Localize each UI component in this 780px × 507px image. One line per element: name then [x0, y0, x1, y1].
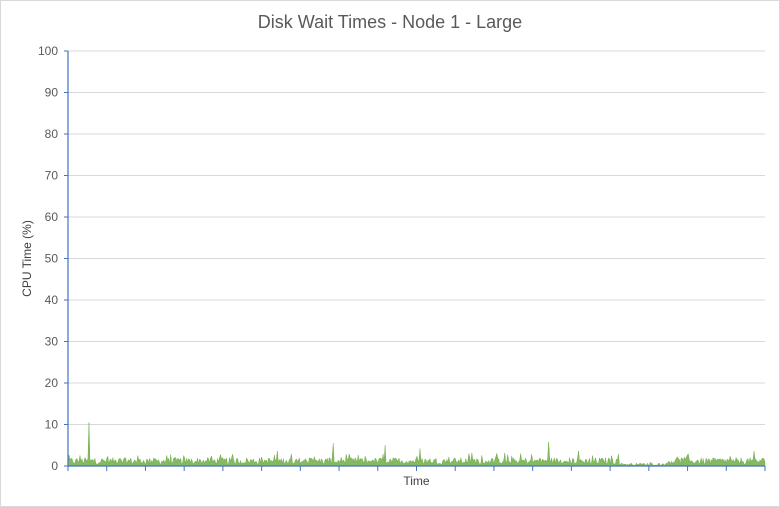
- y-tick-label: 90: [45, 86, 59, 100]
- y-tick-label: 100: [38, 44, 58, 58]
- y-tick-label: 20: [45, 376, 59, 390]
- y-tick-label: 10: [45, 418, 59, 432]
- y-tick-label: 70: [45, 169, 59, 183]
- y-tick-label: 60: [45, 210, 59, 224]
- y-tick-label: 50: [45, 252, 59, 266]
- y-tick-label: 80: [45, 127, 59, 141]
- y-tick-label: 30: [45, 335, 59, 349]
- chart-title: Disk Wait Times - Node 1 - Large: [257, 12, 523, 32]
- y-tick-label: 0: [51, 459, 58, 473]
- x-axis-title: Time: [403, 474, 430, 488]
- series-area: [67, 422, 766, 467]
- y-tick-label: 40: [45, 293, 59, 307]
- y-axis-title: CPU Time (%): [20, 220, 34, 297]
